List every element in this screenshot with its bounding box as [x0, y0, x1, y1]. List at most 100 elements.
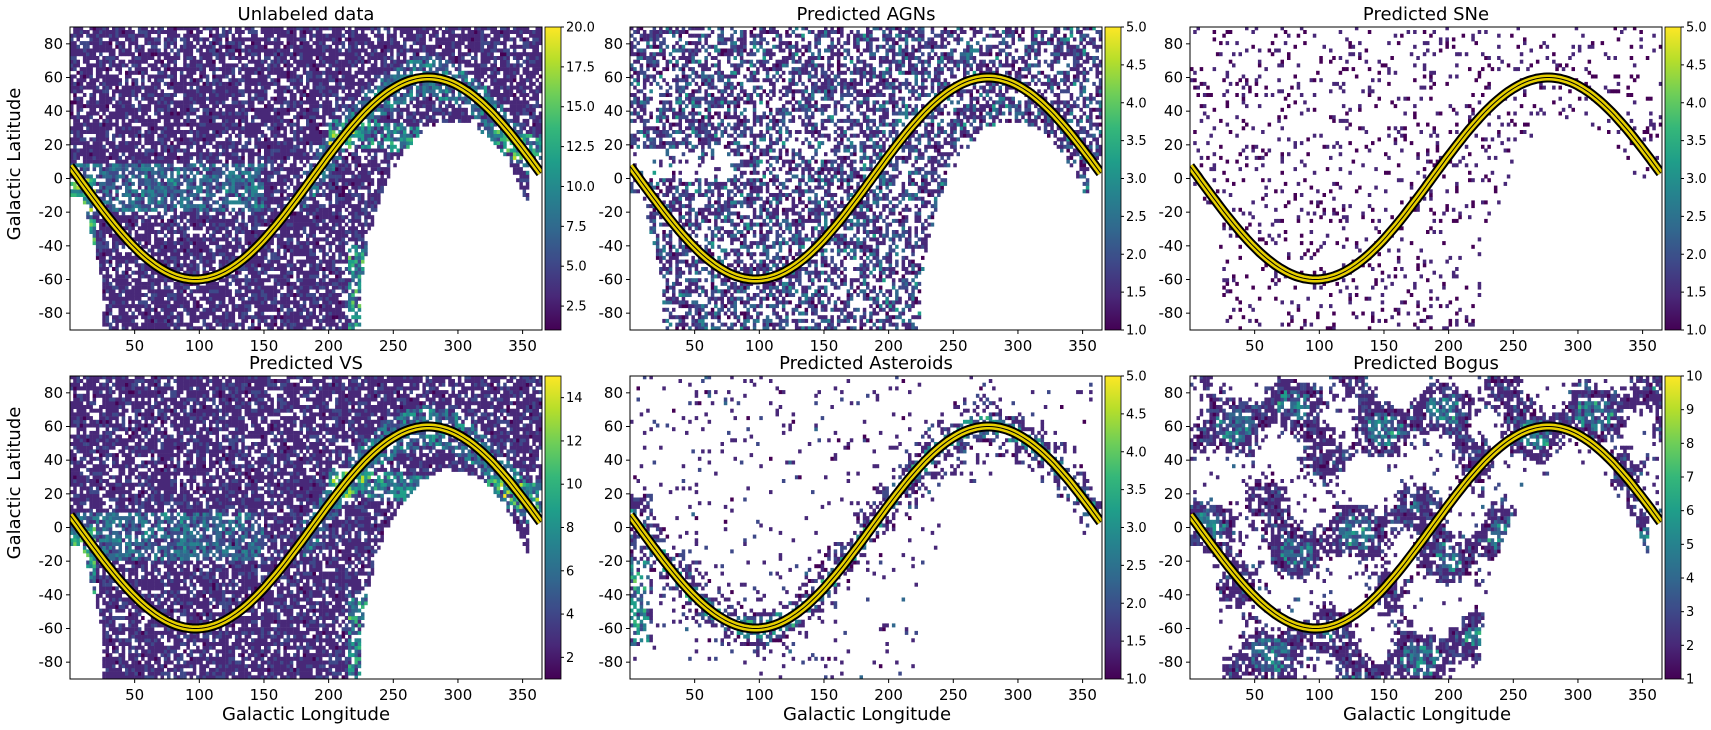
colorbar-tick-label: 1.0	[1126, 673, 1147, 688]
y-tick-label: 20	[604, 485, 623, 503]
colorbar-tick-label: 17.5	[566, 60, 595, 75]
y-tick-label: -60	[599, 620, 624, 638]
heatmap-cells	[630, 27, 1102, 330]
y-tick-label: -60	[39, 271, 64, 289]
y-tick-label: -20	[599, 552, 624, 570]
y-tick-label: 60	[1164, 69, 1183, 87]
y-tick-label: 0	[53, 519, 63, 537]
y-tick-label: 60	[44, 418, 63, 436]
colorbar-tick-label: 7.5	[566, 220, 587, 235]
y-tick-label: 0	[613, 519, 623, 537]
x-tick-label: 200	[314, 686, 343, 704]
y-tick-label: 40	[1164, 451, 1183, 469]
y-tick-label: 40	[44, 102, 63, 120]
y-tick-label: 20	[1164, 485, 1183, 503]
panel-title: Predicted AGNs	[796, 4, 935, 25]
colorbar-tick-label: 12.5	[566, 140, 595, 155]
colorbar-tick-label: 8	[566, 521, 574, 536]
colorbar-tick-label: 3.0	[1686, 172, 1707, 187]
panel-title: Predicted VS	[249, 353, 363, 374]
panel-title: Predicted Bogus	[1353, 353, 1499, 374]
colorbar-tick-label: 2	[1686, 639, 1694, 654]
colorbar-tick-label: 5.0	[566, 260, 587, 275]
y-tick-label: -80	[39, 304, 64, 322]
y-tick-label: 20	[1164, 136, 1183, 154]
y-tick-label: 0	[613, 170, 623, 188]
colorbar-tick-label: 1.5	[1126, 635, 1147, 650]
x-tick-label: 50	[1245, 337, 1264, 355]
panel-title: Predicted Asteroids	[779, 353, 953, 374]
y-tick-label: -40	[599, 586, 624, 604]
y-tick-label: 80	[604, 384, 623, 402]
ecliptic-line	[70, 426, 542, 629]
y-tick-label: 40	[604, 451, 623, 469]
x-tick-label: 150	[1370, 337, 1399, 355]
colorbar	[544, 375, 562, 680]
x-tick-label: 350	[1628, 686, 1657, 704]
colorbar-tick-label: 3.5	[1126, 134, 1147, 149]
colorbar-tick-label: 15.0	[566, 100, 595, 115]
colorbar-tick-label: 4.0	[1126, 96, 1147, 111]
colorbar-tick-label: 3.5	[1686, 134, 1707, 149]
y-tick-label: 20	[44, 485, 63, 503]
colorbar-tick-label: 5.0	[1686, 21, 1707, 36]
y-tick-label: 80	[1164, 384, 1183, 402]
y-tick-label: -20	[599, 203, 624, 221]
colorbar	[1104, 26, 1122, 331]
x-tick-label: 350	[508, 337, 537, 355]
colorbar-tick-label: 8	[1686, 437, 1694, 452]
y-tick-label: -80	[39, 653, 64, 671]
x-tick-label: 300	[1004, 337, 1033, 355]
y-tick-label: 20	[604, 136, 623, 154]
colorbar-tick-label: 2.0	[1126, 248, 1147, 263]
colorbar-tick-label: 12	[566, 434, 583, 449]
ecliptic-line	[1190, 426, 1662, 629]
y-tick-label: -60	[39, 620, 64, 638]
x-axis-label: Galactic Longitude	[1343, 704, 1511, 725]
x-tick-label: 100	[745, 337, 774, 355]
x-tick-label: 200	[1434, 337, 1463, 355]
y-tick-label: 60	[44, 69, 63, 87]
x-tick-label: 200	[1434, 686, 1463, 704]
colorbar-tick-label: 10	[1686, 370, 1703, 385]
colorbar-tick-label: 3.0	[1126, 172, 1147, 187]
x-tick-label: 300	[1564, 337, 1593, 355]
colorbar-tick-label: 4.5	[1126, 58, 1147, 73]
colorbar-tick-label: 2.0	[1126, 597, 1147, 612]
colorbar-tick-label: 2.5	[1686, 210, 1707, 225]
x-tick-label: 150	[810, 686, 839, 704]
x-tick-label: 150	[250, 686, 279, 704]
y-tick-label: -60	[1159, 271, 1184, 289]
y-tick-label: -80	[599, 653, 624, 671]
colorbar-tick-label: 1.0	[1126, 324, 1147, 339]
colorbar-tick-label: 7	[1686, 471, 1694, 486]
colorbar-tick-label: 5.0	[1126, 21, 1147, 36]
y-tick-label: -80	[1159, 304, 1184, 322]
colorbar-tick-label: 6	[566, 564, 574, 579]
heatmap-cells	[70, 27, 542, 330]
y-tick-label: 0	[1173, 170, 1183, 188]
x-tick-label: 350	[1068, 337, 1097, 355]
y-tick-label: -60	[1159, 620, 1184, 638]
x-tick-label: 250	[1499, 686, 1528, 704]
colorbar-tick-label: 4	[1686, 572, 1694, 587]
x-tick-label: 150	[810, 337, 839, 355]
y-tick-label: 40	[44, 451, 63, 469]
colorbar-tick-label: 4.5	[1686, 58, 1707, 73]
colorbar-tick-label: 2.0	[1686, 248, 1707, 263]
x-axis-label: Galactic Longitude	[783, 704, 951, 725]
colorbar-tick-label: 20.0	[566, 21, 595, 36]
heatmap-cells	[1190, 27, 1662, 330]
colorbar-tick-label: 5.0	[1126, 370, 1147, 385]
colorbar	[1664, 375, 1682, 680]
x-tick-label: 50	[685, 337, 704, 355]
y-tick-label: -40	[1159, 237, 1184, 255]
y-tick-label: -40	[1159, 586, 1184, 604]
panel-title: Unlabeled data	[238, 4, 375, 25]
x-tick-label: 250	[1499, 337, 1528, 355]
colorbar	[1664, 26, 1682, 331]
